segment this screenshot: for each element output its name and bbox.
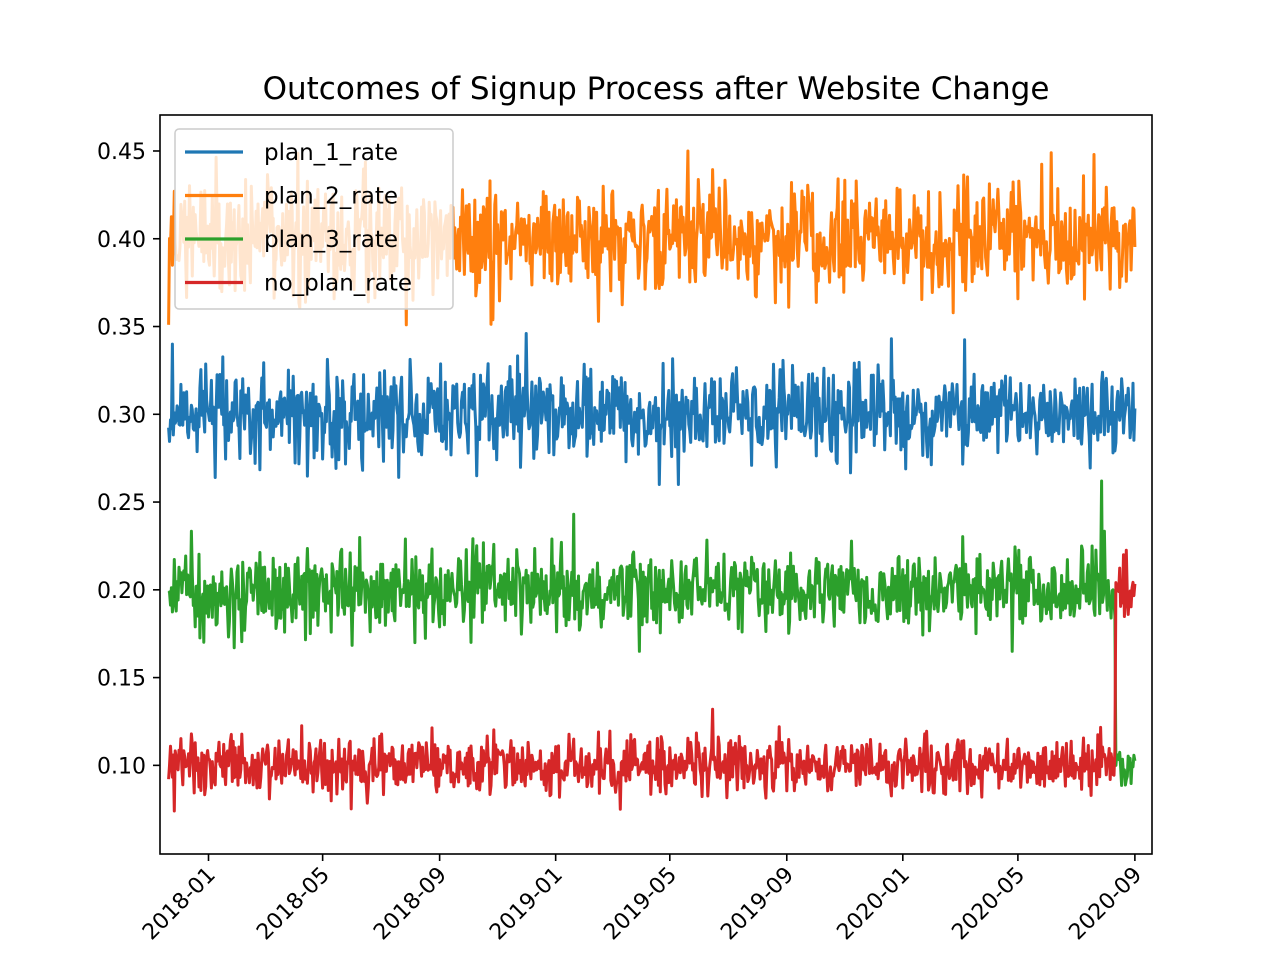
legend: plan_1_rate plan_2_rate plan_3_rate no_plan… — [174, 128, 454, 310]
y-tick-label: 0.25 — [97, 491, 146, 516]
legend-label: plan_3_rate — [264, 227, 398, 253]
legend-label: plan_2_rate — [264, 184, 398, 210]
legend-label: no_plan_rate — [264, 271, 412, 297]
y-tick-label: 0.45 — [97, 140, 146, 165]
series-line-plan-3-rate — [167, 479, 1137, 787]
y-tick-label: 0.15 — [97, 667, 146, 692]
plot-area-frame — [159, 114, 1153, 855]
series-line-no-plan-rate — [167, 548, 1137, 813]
y-tick-label: 0.10 — [97, 754, 146, 779]
chart-title: Outcomes of Signup Process after Website… — [263, 71, 1050, 107]
y-tick-label: 0.30 — [97, 403, 146, 428]
y-tick-label: 0.35 — [97, 316, 146, 341]
series-line-plan-1-rate — [167, 332, 1137, 486]
legend-box — [174, 128, 454, 310]
y-axis: 0.10 0.15 0.20 0.25 0.30 0.35 0.40 0.45 — [97, 140, 160, 779]
y-tick-label: 0.20 — [97, 579, 146, 604]
legend-label: plan_1_rate — [264, 140, 398, 166]
y-tick-label: 0.40 — [97, 228, 146, 253]
